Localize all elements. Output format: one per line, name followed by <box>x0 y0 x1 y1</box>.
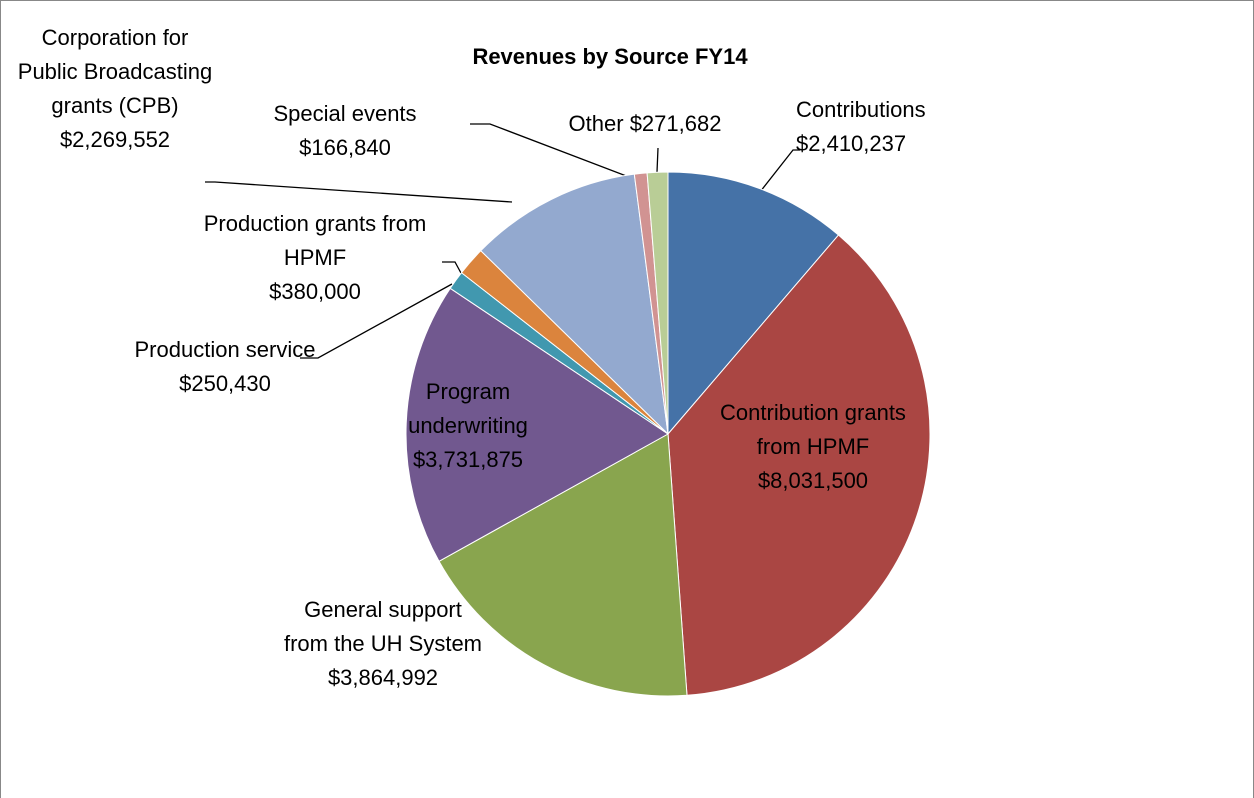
value-label: $2,269,552 <box>59 127 171 152</box>
pie-slice <box>646 171 669 435</box>
category-label: General support from the UH System <box>283 597 483 656</box>
slice-label: Corporation for Public Broadcasting gran… <box>15 21 215 157</box>
pie-slice <box>480 173 669 436</box>
category-label: Production service <box>134 337 316 362</box>
slice-label: Contribution grants from HPMF $8,031,500 <box>713 396 913 498</box>
pie-slice <box>438 433 688 697</box>
leader-line <box>470 123 643 183</box>
pie-slice <box>667 234 931 696</box>
category-label: Other <box>568 111 624 136</box>
slice-label: Contributions $2,410,237 <box>796 93 996 161</box>
value-label: $250,430 <box>179 371 271 396</box>
value-label: $271,682 <box>629 111 722 136</box>
category-label: Program underwriting <box>408 379 528 438</box>
slice-label: Production service $250,430 <box>125 333 325 401</box>
value-label: $3,731,875 <box>412 447 524 472</box>
pie-slice <box>667 171 840 436</box>
leader-line <box>656 147 659 173</box>
leader-line <box>205 181 513 203</box>
value-label: $3,864,992 <box>327 665 439 690</box>
category-label: Special events <box>273 101 417 126</box>
value-label: $2,410,237 <box>796 131 907 156</box>
slice-label: Other $271,682 <box>530 107 760 141</box>
slices <box>405 171 931 697</box>
value-label: $8,031,500 <box>757 468 869 493</box>
slice-label: General support from the UH System $3,864… <box>283 593 483 695</box>
pie-slice <box>405 287 669 562</box>
chart-title: Revenues by Source FY14 <box>472 44 748 69</box>
category-label: Corporation for Public Broadcasting gran… <box>17 25 213 118</box>
category-label: Production grants from HPMF <box>203 211 427 270</box>
category-label: Contributions <box>796 97 926 122</box>
slice-label: Program underwriting $3,731,875 <box>368 375 568 477</box>
leader-line <box>759 149 800 193</box>
value-label: $380,000 <box>269 279 361 304</box>
slice-label: Special events $166,840 <box>245 97 445 165</box>
leader-line <box>300 283 453 359</box>
value-label: $166,840 <box>299 135 391 160</box>
slice-label: Production grants from HPMF $380,000 <box>190 207 440 309</box>
category-label: Contribution grants from HPMF <box>720 400 906 459</box>
